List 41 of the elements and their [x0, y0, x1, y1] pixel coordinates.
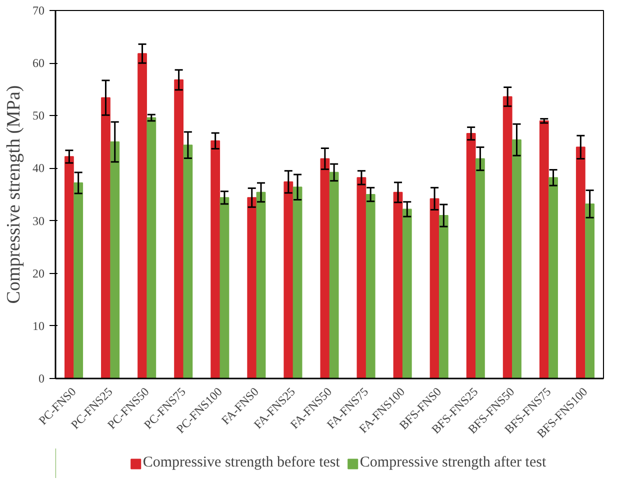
- bar: [438, 215, 448, 378]
- y-axis-title: Compressive strength (MPa): [4, 85, 24, 304]
- legend-label: Compressive strength after test: [360, 454, 546, 472]
- bar: [356, 177, 366, 378]
- y-tick-label: 0: [38, 372, 44, 386]
- bar: [402, 208, 412, 378]
- bar: [585, 203, 594, 378]
- bar: [502, 96, 512, 378]
- bar: [539, 120, 549, 378]
- bar: [292, 186, 302, 378]
- bar: [430, 198, 440, 378]
- bar: [366, 194, 376, 378]
- y-tick-label: 20: [32, 266, 44, 280]
- bar: [210, 140, 220, 378]
- bar: [138, 53, 147, 378]
- bar: [110, 141, 120, 378]
- bar: [247, 197, 257, 378]
- bar: [64, 156, 74, 378]
- bar: [256, 192, 266, 378]
- bar: [320, 158, 330, 378]
- bar: [393, 192, 403, 378]
- y-tick-label: 70: [32, 4, 44, 18]
- bar: [101, 97, 110, 378]
- bar: [74, 182, 84, 378]
- y-tick-label: 60: [32, 56, 44, 70]
- y-tick-label: 50: [32, 108, 44, 123]
- bar: [576, 146, 586, 378]
- y-tick-label: 40: [32, 161, 44, 176]
- bar: [220, 197, 230, 378]
- bar: [548, 177, 558, 378]
- bar: [466, 133, 476, 378]
- y-tick-label: 10: [32, 318, 44, 333]
- y-tick-label: 30: [32, 214, 44, 228]
- bar: [174, 79, 184, 378]
- bar: [284, 181, 294, 378]
- legend-label: Compressive strength before test: [142, 454, 340, 472]
- bar: [512, 139, 522, 378]
- bar: [183, 144, 193, 378]
- bar: [146, 117, 156, 378]
- bar: [476, 158, 485, 378]
- bar: [329, 172, 339, 378]
